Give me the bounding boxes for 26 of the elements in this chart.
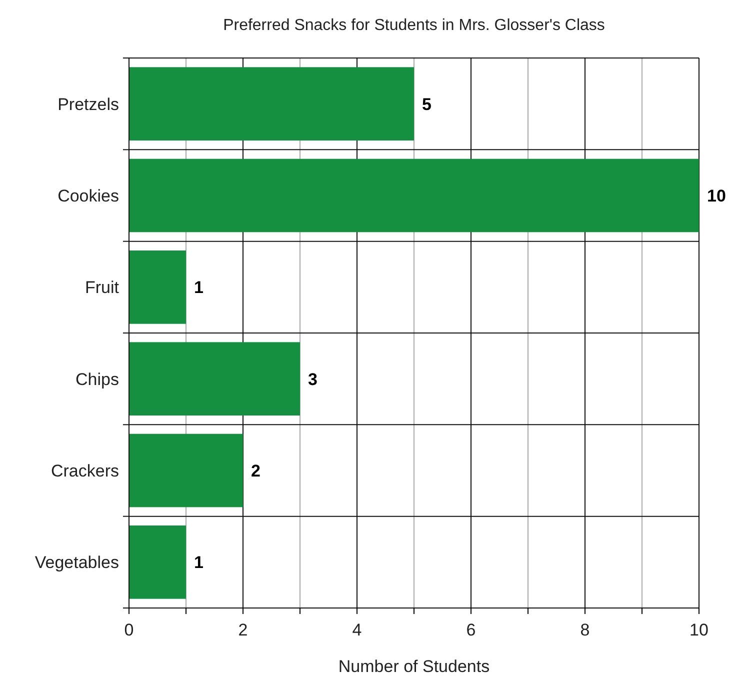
x-tick-label: 2 — [238, 620, 248, 640]
data-label: 1 — [194, 553, 204, 572]
y-tick-label: Crackers — [50, 461, 119, 480]
data-label: 10 — [707, 186, 726, 206]
bar — [129, 158, 699, 232]
data-label: 1 — [194, 278, 204, 298]
bar — [129, 526, 186, 599]
bar — [129, 67, 414, 140]
data-label: 5 — [422, 94, 432, 114]
y-tick-label: Chips — [76, 370, 119, 389]
bar — [129, 342, 300, 416]
y-tick-label: Cookies — [58, 186, 119, 206]
y-tick-label: Fruit — [85, 278, 120, 298]
y-tick-label: Vegetables — [34, 553, 119, 572]
chart-title: Preferred Snacks for Students in Mrs. Glosser's Class — [223, 17, 605, 34]
x-tick-label: 10 — [690, 620, 708, 640]
y-tick-label: Pretzels — [58, 94, 119, 114]
x-tick-label: 6 — [466, 620, 476, 640]
data-label: 3 — [308, 370, 318, 389]
x-tick-label: 4 — [352, 620, 362, 640]
bar — [129, 434, 243, 508]
x-axis-title: Number of Students — [338, 657, 490, 676]
bar — [129, 250, 186, 324]
x-tick-label: 0 — [124, 620, 134, 640]
data-label: 2 — [251, 461, 260, 480]
x-tick-label: 8 — [580, 620, 590, 640]
